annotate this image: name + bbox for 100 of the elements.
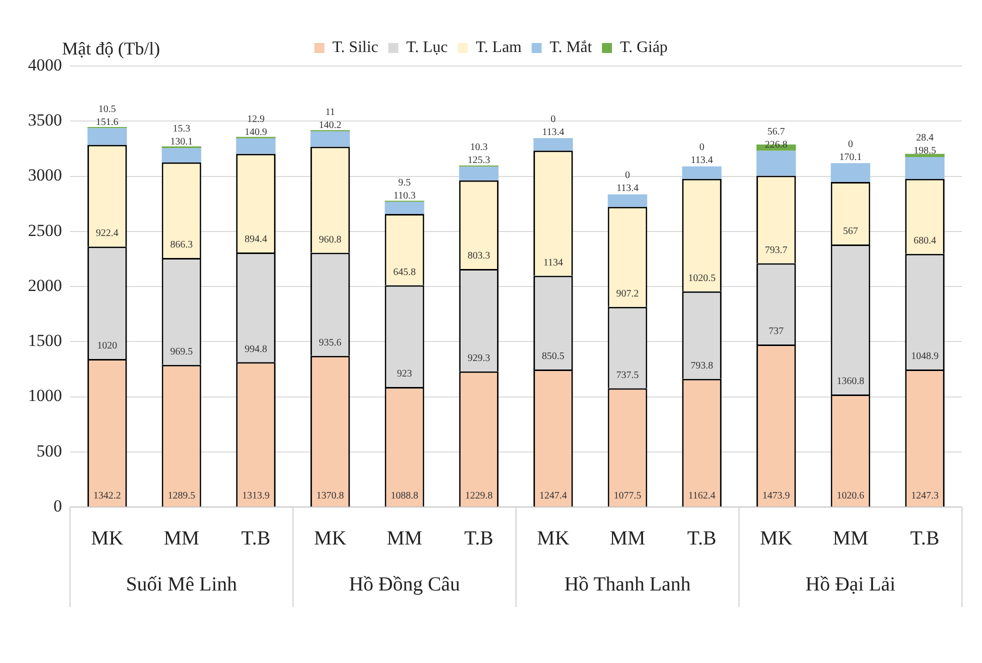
- bar: [905, 156, 945, 179]
- data-label: 1020.6: [836, 490, 864, 502]
- data-label: 0: [848, 138, 853, 150]
- y-tick-label: 3500: [28, 110, 62, 130]
- y-tick-label: 0: [54, 496, 62, 516]
- data-label: 1134: [543, 257, 563, 268]
- data-label: 1289.5: [168, 490, 196, 502]
- data-label: 15.3: [172, 124, 190, 135]
- bar: [162, 148, 202, 162]
- text: Suối Mê Linh: [126, 573, 238, 596]
- x-tick-label: MM: [164, 527, 200, 550]
- x-tick-label: MK: [537, 527, 570, 550]
- data-label: 28.4: [916, 132, 934, 144]
- data-label: 9.5: [398, 177, 411, 188]
- data-label: 10.3: [470, 142, 488, 154]
- x-tick-label: MK: [760, 527, 793, 550]
- data-label: 130.1: [170, 136, 193, 148]
- y-tick-label: 2500: [28, 220, 62, 240]
- data-label: 894.4: [244, 234, 268, 246]
- data-label: 803.3: [468, 250, 490, 262]
- data-label: 929.3: [468, 353, 490, 364]
- data-label: 866.3: [170, 240, 193, 251]
- text: Hồ Thanh Lanh: [564, 573, 691, 596]
- bar: [533, 138, 573, 151]
- x-tick-label: MK: [91, 527, 124, 550]
- data-label: 793.8: [690, 360, 714, 372]
- data-label: 567: [843, 226, 858, 238]
- data-label: 110.3: [393, 190, 416, 202]
- data-label: 923: [397, 368, 412, 380]
- legend-label: T. Lục: [406, 39, 448, 56]
- data-label: 113.4: [616, 183, 639, 194]
- data-label: 907.2: [616, 288, 639, 300]
- bar: [608, 194, 648, 207]
- data-label: 0: [699, 142, 704, 153]
- data-label: 1360.8: [836, 376, 864, 388]
- data-label: 0: [625, 170, 630, 181]
- data-label: 737: [768, 326, 784, 338]
- data-label: 1020: [97, 340, 118, 352]
- data-label: 1088.8: [390, 490, 418, 502]
- data-label: 1342.2: [93, 490, 121, 502]
- x-tick-label: T.B: [910, 527, 940, 550]
- text: Hồ Đại Lải: [806, 573, 896, 596]
- data-label: 1229.8: [465, 490, 493, 502]
- data-label: 0: [550, 114, 556, 125]
- y-tick-label: 2000: [28, 276, 62, 295]
- data-label: 737.5: [616, 370, 639, 381]
- data-label: 935.6: [318, 337, 342, 348]
- data-label: 922.4: [96, 228, 118, 240]
- data-label: 1247.4: [539, 490, 567, 502]
- data-label: 850.5: [542, 351, 564, 362]
- data-label: 56.7: [767, 126, 785, 138]
- data-label: 125.3: [468, 155, 490, 166]
- data-label: 680.4: [914, 235, 936, 246]
- x-tick-label: MM: [610, 527, 646, 550]
- data-label: 1247.3: [911, 490, 939, 502]
- data-label: 1370.8: [316, 490, 344, 502]
- x-tick-label: MM: [832, 527, 868, 550]
- x-tick-label: T.B: [687, 527, 716, 550]
- data-label: 960.8: [318, 234, 342, 246]
- legend-label: T. Lam: [476, 39, 522, 56]
- y-tick-label: 1500: [28, 331, 62, 350]
- bar: [905, 154, 945, 157]
- y-tick-label: 500: [36, 441, 62, 460]
- data-label: 994.8: [244, 344, 268, 355]
- data-label: 113.4: [690, 154, 713, 166]
- data-label: 170.1: [839, 152, 862, 163]
- data-label: 1020.5: [688, 272, 716, 284]
- data-label: 140.9: [244, 126, 268, 138]
- data-label: 10.5: [98, 104, 116, 115]
- data-label: 113.4: [542, 126, 564, 138]
- x-tick-label: T.B: [241, 527, 270, 550]
- y-tick-label: 4000: [28, 55, 62, 74]
- x-tick-label: MM: [386, 527, 422, 550]
- data-label: 1473.9: [762, 490, 790, 502]
- data-label: 1162.4: [688, 490, 716, 502]
- bar: [87, 128, 127, 145]
- legend-label: T. Giáp: [620, 39, 668, 56]
- data-label: 11: [325, 106, 335, 118]
- x-tick-label: T.B: [464, 527, 494, 550]
- data-label: 969.5: [170, 346, 193, 358]
- data-label: 12.9: [247, 114, 265, 125]
- data-label: 645.8: [393, 266, 416, 278]
- bar: [682, 166, 722, 179]
- data-label: 198.5: [914, 146, 936, 157]
- data-label: 1048.9: [911, 351, 939, 362]
- y-tick-label: 3000: [28, 166, 62, 185]
- bar: [756, 150, 796, 176]
- bar: [310, 131, 350, 147]
- y-tick-label: 1000: [28, 386, 62, 406]
- data-label: 793.7: [764, 244, 788, 256]
- bar: [236, 138, 276, 154]
- bar: [830, 163, 870, 182]
- data-label: 1313.9: [242, 490, 270, 502]
- y-axis-title: Mật độ (Tb/l): [62, 38, 160, 59]
- bar: [384, 202, 424, 214]
- legend-label: T. Silic: [332, 39, 378, 56]
- data-label: 1077.5: [614, 490, 642, 502]
- text: Hồ Đồng Câu: [348, 573, 460, 596]
- data-label: 151.6: [96, 116, 118, 128]
- data-label: 140.2: [318, 120, 342, 131]
